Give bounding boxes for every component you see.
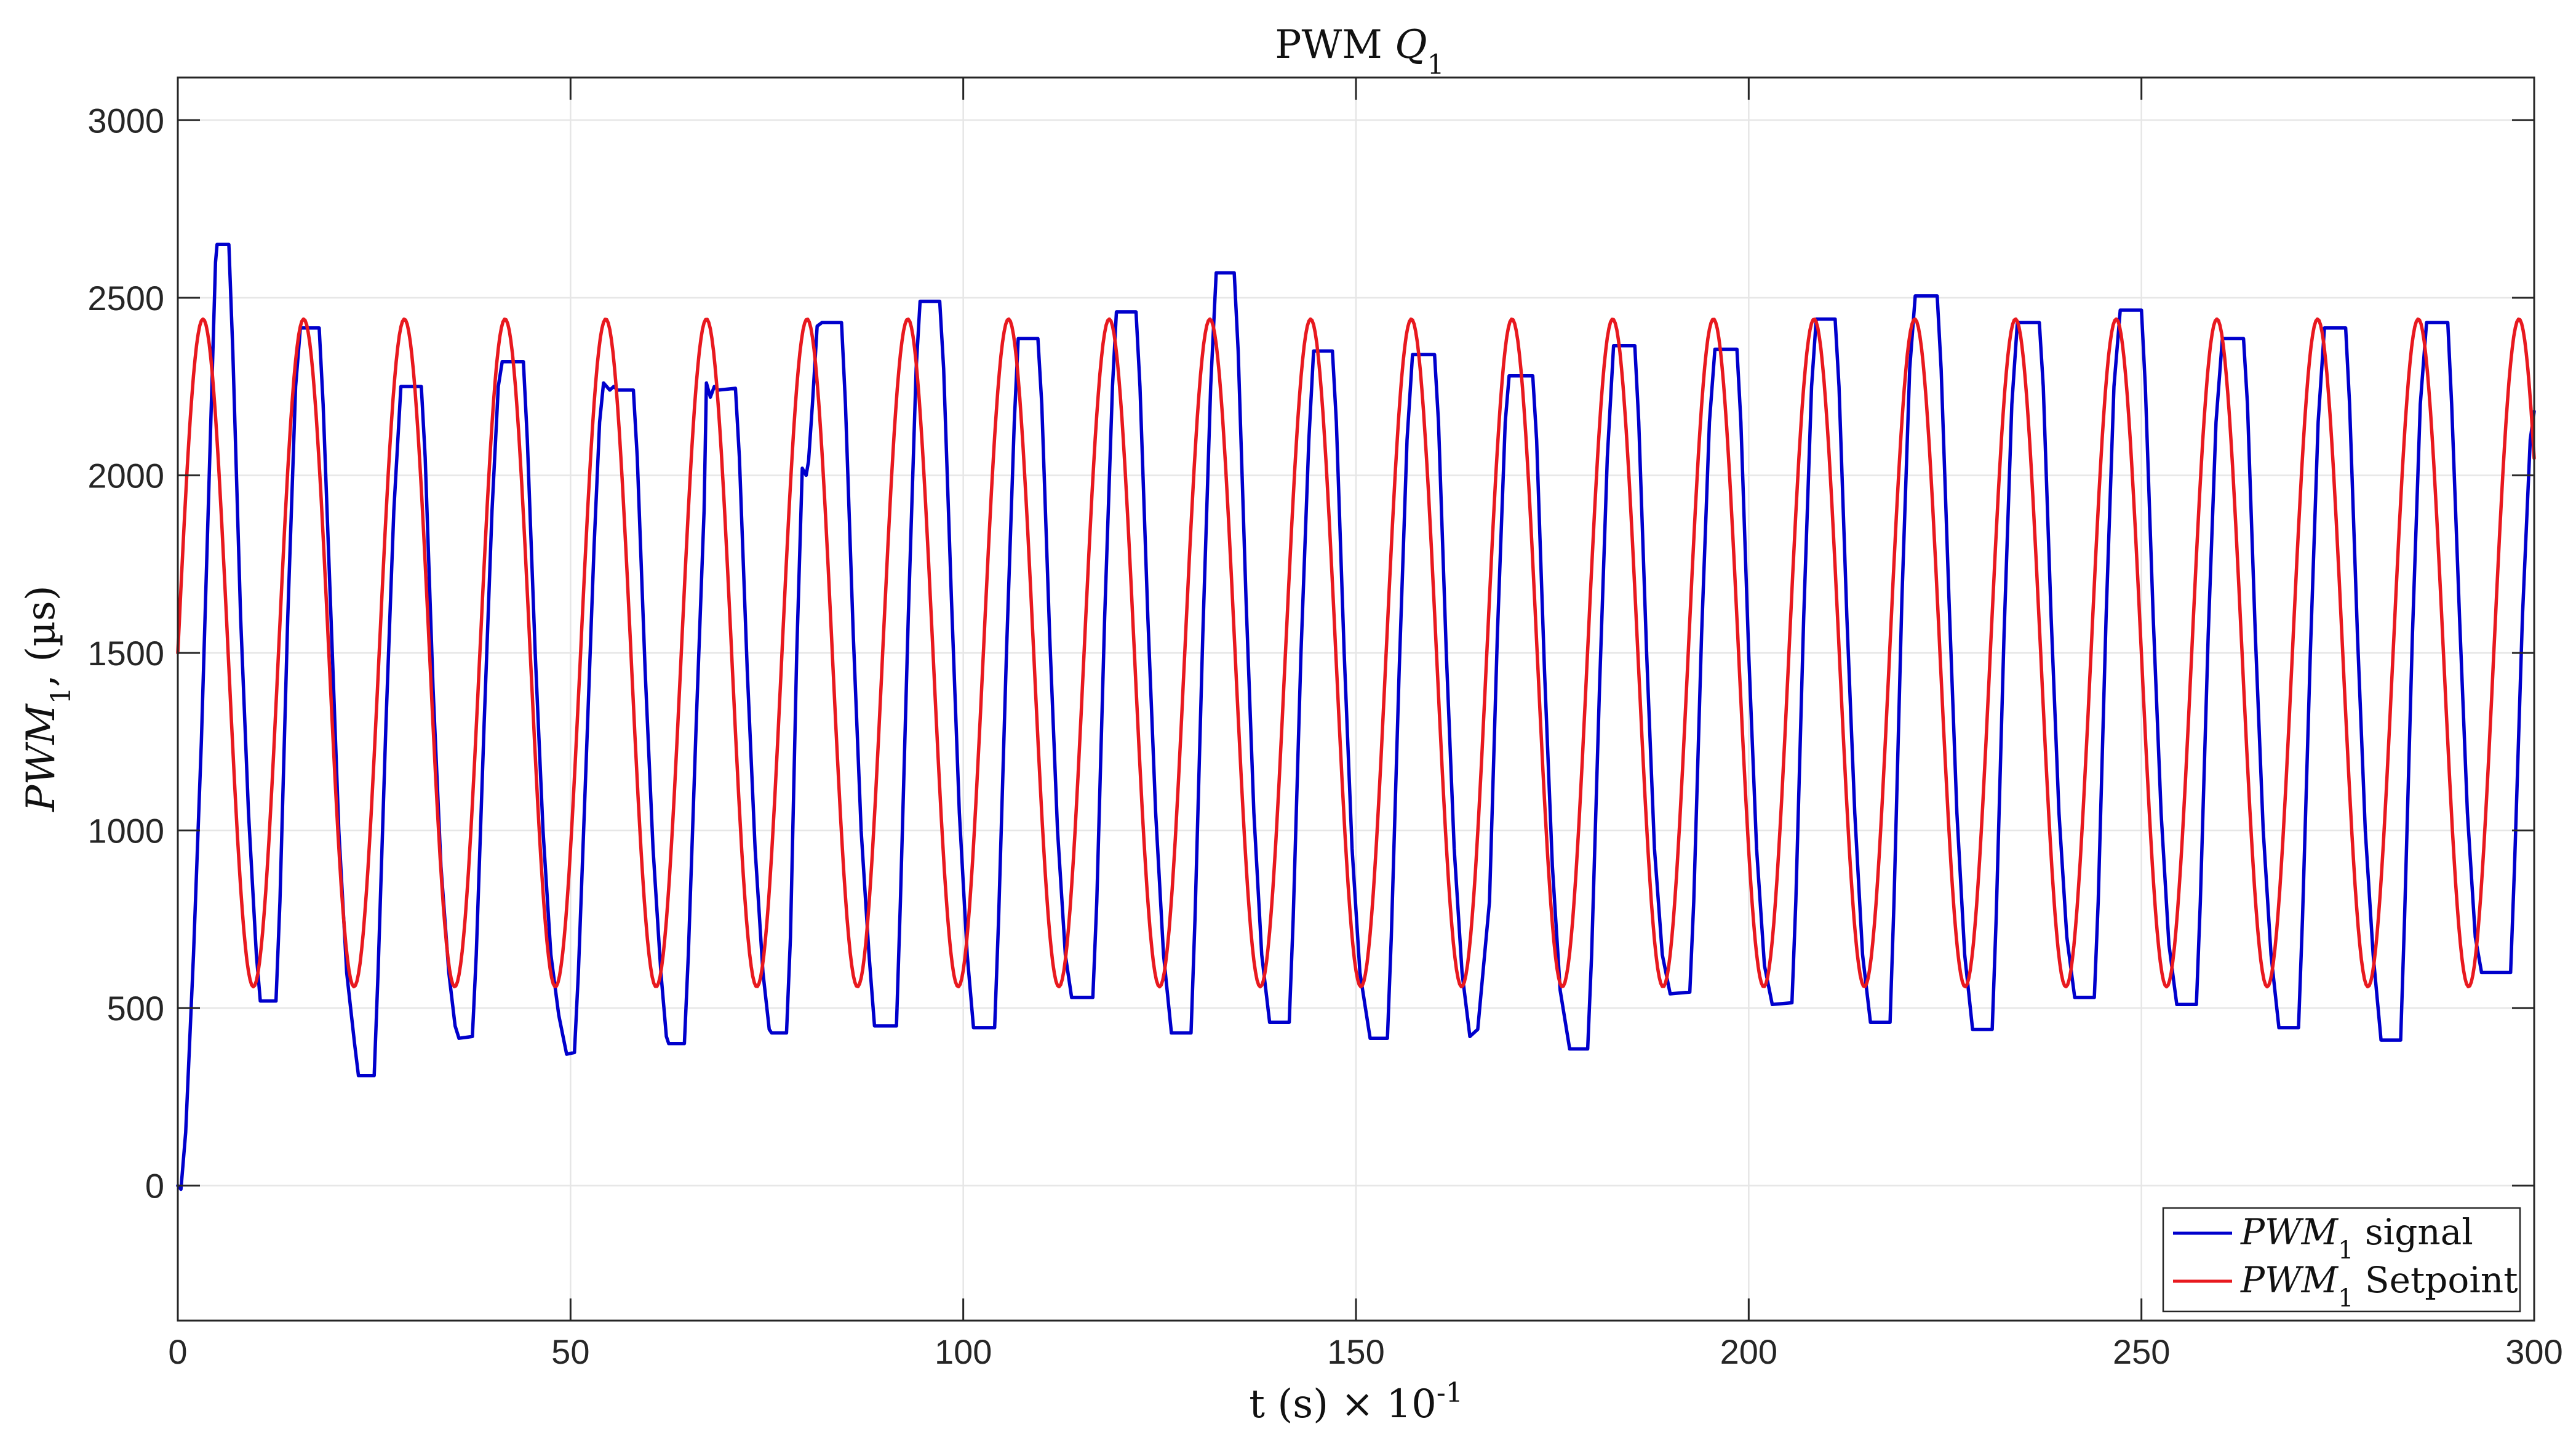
x-tick-label: 200 — [1720, 1332, 1777, 1371]
legend-label-signal: PWM1 signal — [2240, 1211, 2473, 1265]
x-tick-label: 0 — [168, 1332, 187, 1371]
y-tick-label: 3000 — [87, 101, 164, 140]
y-tick-label: 500 — [107, 989, 164, 1028]
y-tick-label: 1500 — [87, 634, 164, 673]
x-tick-label: 150 — [1327, 1332, 1384, 1371]
x-axis: 0 50 100 150 200 250 300 — [168, 78, 2563, 1371]
y-tick-label: 1000 — [87, 812, 164, 850]
x-tick-label: 100 — [935, 1332, 992, 1371]
y-axis: 0 500 1000 1500 2000 2500 3000 — [87, 101, 2534, 1206]
chart-title: PWM Q1 — [1275, 22, 1444, 81]
legend-label-setpoint: PWM1 Setpoint — [2240, 1259, 2518, 1313]
x-tick-label: 300 — [2505, 1332, 2562, 1371]
y-axis-label: PWM1, (µs) — [18, 585, 77, 812]
series-layer — [176, 242, 2536, 1191]
y-tick-label: 2000 — [87, 456, 164, 495]
x-tick-label: 250 — [2113, 1332, 2170, 1371]
y-tick-label: 0 — [145, 1167, 164, 1206]
y-tick-label: 2500 — [87, 279, 164, 318]
legend: PWM1 signal PWM1 Setpoint — [2162, 1207, 2521, 1313]
legend-box — [2162, 1207, 2521, 1313]
series-line-signal — [176, 242, 2536, 1191]
x-axis-label: t (s) × 10-1 — [1249, 1377, 1462, 1428]
x-tick-label: 50 — [551, 1332, 589, 1371]
series-line-setpoint — [176, 317, 2536, 989]
